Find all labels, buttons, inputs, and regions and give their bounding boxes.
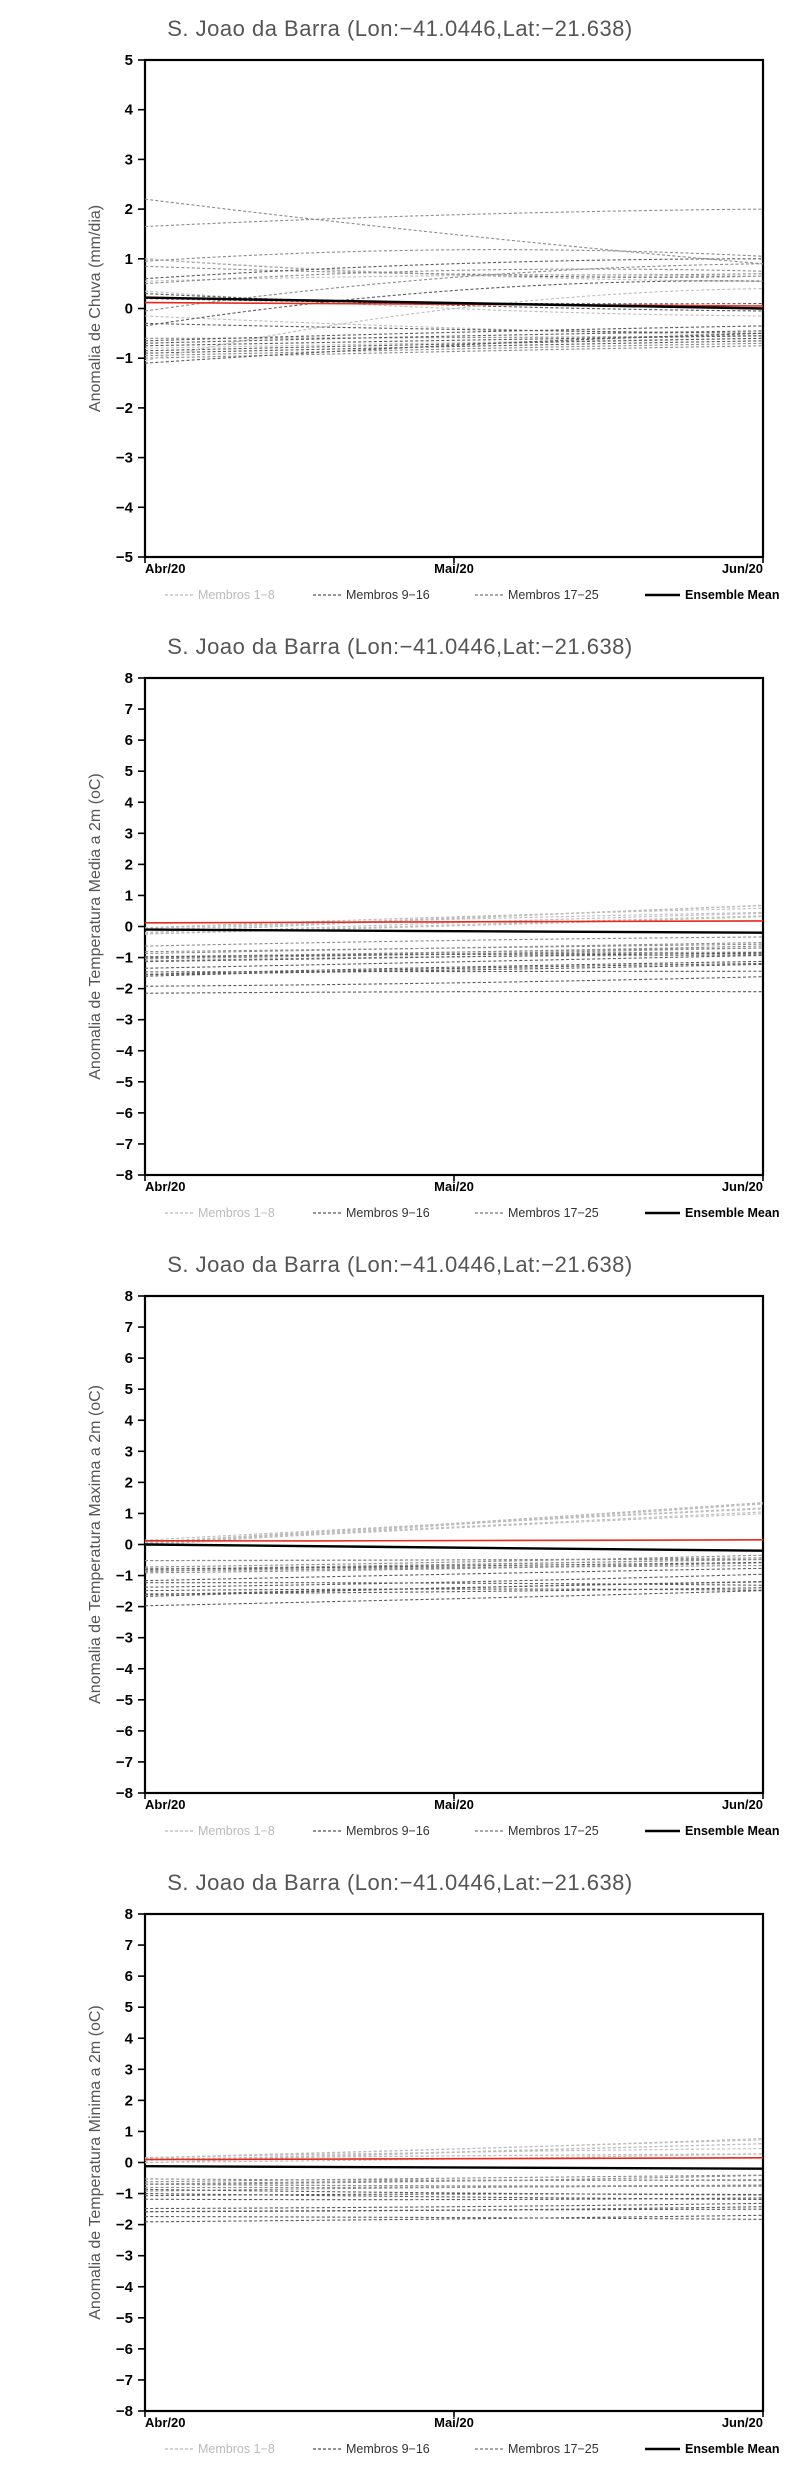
svg-text:−3: −3	[116, 1012, 133, 1029]
svg-text:−1: −1	[116, 350, 133, 367]
svg-text:6: 6	[125, 1968, 133, 1985]
svg-text:Ensemble Mean: Ensemble Mean	[685, 1206, 779, 1220]
svg-text:Anomalia de Temperatura Minima: Anomalia de Temperatura Minima a 2m (oC)	[87, 2005, 104, 2320]
svg-text:6: 6	[125, 732, 133, 749]
svg-text:−3: −3	[116, 2248, 133, 2265]
svg-text:2: 2	[125, 2092, 133, 2109]
svg-text:−2: −2	[116, 400, 133, 417]
svg-text:Anomalia de Chuva (mm/dia): Anomalia de Chuva (mm/dia)	[87, 205, 104, 412]
svg-text:0: 0	[125, 919, 133, 936]
svg-text:Abr/20: Abr/20	[145, 561, 185, 576]
svg-text:8: 8	[125, 670, 133, 687]
svg-text:−6: −6	[116, 1723, 133, 1740]
svg-text:−1: −1	[116, 2186, 133, 2203]
svg-text:−5: −5	[116, 1074, 133, 1091]
svg-text:0: 0	[125, 2155, 133, 2172]
svg-text:4: 4	[125, 794, 134, 811]
svg-text:5: 5	[125, 763, 133, 780]
svg-text:Abr/20: Abr/20	[145, 2415, 185, 2430]
svg-text:8: 8	[125, 1288, 133, 1305]
svg-text:2: 2	[125, 856, 133, 873]
svg-text:0: 0	[125, 301, 133, 318]
svg-text:Jun/20: Jun/20	[722, 1797, 763, 1812]
svg-text:3: 3	[125, 151, 133, 168]
svg-text:Mai/20: Mai/20	[434, 561, 474, 576]
svg-text:Membros 9−16: Membros 9−16	[346, 2442, 430, 2456]
svg-text:Anomalia de Temperatura Maxima: Anomalia de Temperatura Maxima a 2m (oC)	[87, 1385, 104, 1704]
svg-text:−5: −5	[116, 549, 133, 566]
svg-text:Abr/20: Abr/20	[145, 1797, 185, 1812]
svg-text:0: 0	[125, 1537, 133, 1554]
svg-text:−5: −5	[116, 1692, 133, 1709]
svg-text:−6: −6	[116, 1105, 133, 1122]
svg-text:−4: −4	[116, 499, 134, 516]
svg-text:Mai/20: Mai/20	[434, 1797, 474, 1812]
svg-text:S. Joao da Barra (Lon:−41.0446: S. Joao da Barra (Lon:−41.0446,Lat:−21.6…	[167, 634, 633, 659]
svg-text:S. Joao da Barra (Lon:−41.0446: S. Joao da Barra (Lon:−41.0446,Lat:−21.6…	[167, 1252, 633, 1277]
svg-text:Jun/20: Jun/20	[722, 2415, 763, 2430]
svg-text:3: 3	[125, 2061, 133, 2078]
svg-text:−7: −7	[116, 1136, 133, 1153]
svg-text:6: 6	[125, 1350, 133, 1367]
svg-text:−6: −6	[116, 2341, 133, 2358]
svg-text:2: 2	[125, 1474, 133, 1491]
svg-text:Jun/20: Jun/20	[722, 561, 763, 576]
svg-text:−7: −7	[116, 2372, 133, 2389]
svg-text:−4: −4	[116, 2279, 134, 2296]
svg-text:−8: −8	[116, 1785, 133, 1802]
svg-text:Membros 17−25: Membros 17−25	[508, 1206, 599, 1220]
svg-text:−8: −8	[116, 1167, 133, 1184]
svg-text:−1: −1	[116, 950, 133, 967]
svg-text:Ensemble Mean: Ensemble Mean	[685, 1824, 779, 1838]
svg-text:1: 1	[125, 251, 133, 268]
svg-text:Abr/20: Abr/20	[145, 1179, 185, 1194]
svg-text:Membros 17−25: Membros 17−25	[508, 1824, 599, 1838]
svg-text:2: 2	[125, 201, 133, 218]
svg-text:Jun/20: Jun/20	[722, 1179, 763, 1194]
svg-text:7: 7	[125, 1319, 133, 1336]
svg-text:−3: −3	[116, 1630, 133, 1647]
svg-text:Membros 1−8: Membros 1−8	[198, 2442, 275, 2456]
svg-text:Anomalia de Temperatura Media: Anomalia de Temperatura Media a 2m (oC)	[87, 773, 104, 1080]
svg-text:S. Joao da Barra (Lon:−41.0446: S. Joao da Barra (Lon:−41.0446,Lat:−21.6…	[167, 16, 633, 41]
svg-text:4: 4	[125, 1412, 134, 1429]
svg-text:−2: −2	[116, 2217, 133, 2234]
svg-text:Ensemble Mean: Ensemble Mean	[685, 588, 779, 602]
svg-text:3: 3	[125, 825, 133, 842]
svg-text:1: 1	[125, 2123, 133, 2140]
svg-text:4: 4	[125, 2030, 134, 2047]
svg-text:7: 7	[125, 701, 133, 718]
svg-text:5: 5	[125, 1381, 133, 1398]
svg-text:Membros 1−8: Membros 1−8	[198, 1824, 275, 1838]
svg-text:7: 7	[125, 1937, 133, 1954]
svg-text:8: 8	[125, 1906, 133, 1923]
svg-text:Membros 1−8: Membros 1−8	[198, 588, 275, 602]
svg-text:Membros 9−16: Membros 9−16	[346, 1824, 430, 1838]
svg-text:−3: −3	[116, 450, 133, 467]
svg-text:3: 3	[125, 1443, 133, 1460]
svg-text:Membros 1−8: Membros 1−8	[198, 1206, 275, 1220]
svg-text:5: 5	[125, 1999, 133, 2016]
svg-text:−7: −7	[116, 1754, 133, 1771]
svg-text:−2: −2	[116, 981, 133, 998]
svg-text:−2: −2	[116, 1599, 133, 1616]
svg-text:1: 1	[125, 887, 133, 904]
svg-text:1: 1	[125, 1505, 133, 1522]
svg-text:−4: −4	[116, 1043, 134, 1060]
svg-text:4: 4	[125, 102, 134, 119]
svg-text:Mai/20: Mai/20	[434, 2415, 474, 2430]
svg-text:Mai/20: Mai/20	[434, 1179, 474, 1194]
svg-text:5: 5	[125, 52, 133, 69]
svg-text:−8: −8	[116, 2403, 133, 2420]
svg-text:−4: −4	[116, 1661, 134, 1678]
svg-text:Membros 9−16: Membros 9−16	[346, 1206, 430, 1220]
svg-text:Membros 17−25: Membros 17−25	[508, 588, 599, 602]
svg-text:Membros 9−16: Membros 9−16	[346, 588, 430, 602]
svg-text:Membros 17−25: Membros 17−25	[508, 2442, 599, 2456]
svg-text:−5: −5	[116, 2310, 133, 2327]
svg-text:−1: −1	[116, 1568, 133, 1585]
svg-text:S. Joao da Barra (Lon:−41.0446: S. Joao da Barra (Lon:−41.0446,Lat:−21.6…	[167, 1870, 633, 1895]
svg-text:Ensemble Mean: Ensemble Mean	[685, 2442, 779, 2456]
